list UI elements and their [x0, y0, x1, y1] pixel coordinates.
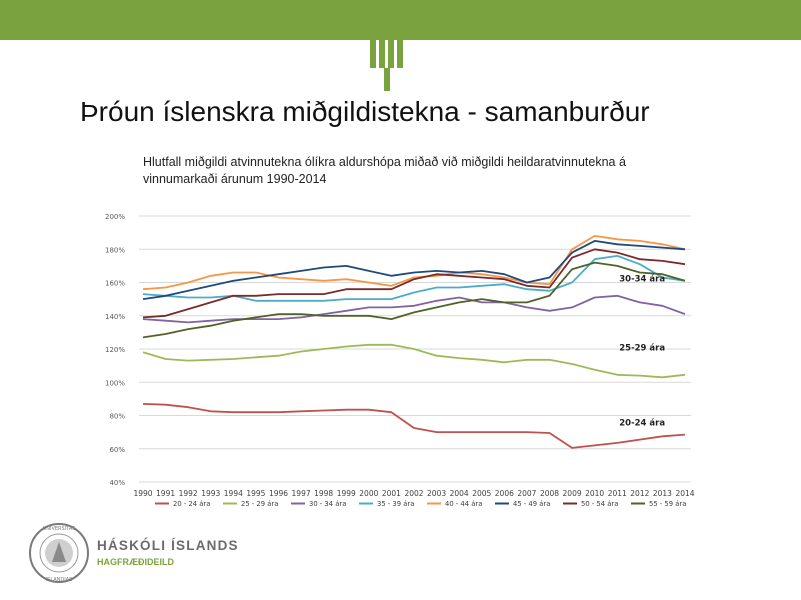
x-tick-label: 2001 — [382, 489, 401, 498]
x-tick-label: 2009 — [563, 489, 582, 498]
series-annotation: 25-29 ára — [619, 344, 665, 354]
x-tick-label: 2010 — [585, 489, 604, 498]
series-line — [142, 261, 686, 339]
y-tick-label: 160% — [105, 280, 125, 288]
x-tick-label: 1990 — [133, 489, 152, 498]
x-tick-label: 1995 — [246, 489, 265, 498]
series-line — [142, 240, 686, 300]
series-line — [142, 294, 686, 324]
income-ratio-line-chart: 40% 60% 80% 100% 120% 140% 160% 180% 200% 1990 199… — [105, 213, 695, 508]
legend-label: 35 - 39 ára — [377, 500, 414, 508]
series-annotation: 30-34 ára — [619, 274, 665, 284]
x-tick-label: 2004 — [450, 489, 469, 498]
legend-label: 20 - 24 ára — [173, 500, 210, 508]
y-tick-label: 120% — [105, 346, 125, 354]
university-name: HÁSKÓLI ÍSLANDS — [97, 538, 239, 553]
x-tick-label: 2006 — [495, 489, 514, 498]
x-tick-label: 2013 — [653, 489, 672, 498]
x-tick-label: 2012 — [630, 489, 649, 498]
series-line — [142, 343, 686, 379]
legend-label: 40 - 44 ára — [445, 500, 482, 508]
legend-label: 45 - 49 ára — [513, 500, 550, 508]
y-tick-label: 100% — [105, 379, 125, 387]
legend-label: 25 - 29 ára — [241, 500, 278, 508]
x-tick-label: 2003 — [427, 489, 446, 498]
legend-label: 30 - 34 ára — [309, 500, 346, 508]
series-annotation: 20-24 ára — [619, 419, 665, 429]
legend-label: 55 - 59 ára — [649, 500, 686, 508]
x-tick-label: 1993 — [201, 489, 220, 498]
y-tick-label: 180% — [105, 246, 125, 254]
series-line — [142, 234, 686, 291]
page-title: Þróun íslenskra miðgildistekna - samanbu… — [80, 96, 650, 127]
x-tick-label: 1999 — [337, 489, 356, 498]
y-tick-label: 40% — [109, 479, 125, 487]
x-tick-label: 1991 — [156, 489, 175, 498]
x-tick-label: 2014 — [675, 489, 694, 498]
legend-label: 50 - 54 ára — [581, 500, 618, 508]
department-name: HAGFRÆÐIDEILD — [97, 557, 174, 567]
svg-text:ISLANDIAE: ISLANDIAE — [46, 577, 73, 583]
x-tick-label: 2000 — [359, 489, 378, 498]
svg-text:UNIVERSITAS: UNIVERSITAS — [43, 526, 76, 532]
x-tick-label: 1996 — [269, 489, 288, 498]
x-tick-label: 2005 — [472, 489, 491, 498]
series-line — [142, 403, 686, 449]
chart-subtitle: Hlutfall miðgildi atvinnutekna ólíkra al… — [143, 155, 626, 186]
university-emblem-icon — [354, 25, 420, 91]
y-tick-label: 200% — [105, 213, 125, 221]
x-tick-label: 2002 — [404, 489, 423, 498]
university-seal-icon: UNIVERSITAS ISLANDIAE — [29, 523, 89, 583]
x-tick-label: 2008 — [540, 489, 559, 498]
x-tick-label: 2007 — [517, 489, 536, 498]
x-tick-label: 1992 — [179, 489, 198, 498]
x-tick-label: 2011 — [608, 489, 627, 498]
x-tick-label: 1997 — [292, 489, 311, 498]
x-tick-label: 1994 — [224, 489, 243, 498]
y-tick-label: 60% — [109, 446, 125, 454]
y-tick-label: 140% — [105, 313, 125, 321]
y-tick-label: 80% — [109, 413, 125, 421]
series-line — [142, 248, 686, 319]
x-tick-label: 1998 — [314, 489, 333, 498]
